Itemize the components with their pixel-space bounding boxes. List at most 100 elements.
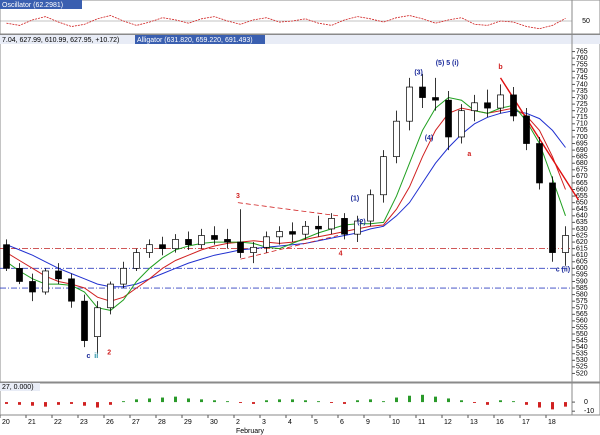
candle-body	[198, 235, 205, 246]
y-tick-label: 710	[576, 121, 588, 128]
candle-body	[497, 94, 504, 109]
candle-body	[16, 267, 23, 282]
x-tick-label: 21	[28, 419, 36, 426]
y-tick-label: 700	[576, 134, 588, 141]
candle-body	[367, 194, 374, 222]
histogram-bar	[395, 397, 398, 403]
histogram-bar	[83, 402, 86, 406]
candle-body	[55, 270, 62, 280]
y-tick-label: 690	[576, 147, 588, 154]
x-tick-label: 28	[158, 419, 166, 426]
candle-body	[133, 252, 140, 269]
candle-body	[120, 267, 127, 285]
y-tick-label: 735	[576, 88, 588, 95]
histogram-bar	[330, 402, 333, 403]
histogram-bar	[486, 402, 489, 405]
y-tick-label: 695	[576, 140, 588, 147]
histogram-bar	[226, 401, 229, 403]
histogram-bar	[31, 402, 34, 406]
histogram-bar	[109, 402, 112, 405]
x-tick-label: 6	[340, 419, 344, 426]
histogram-bar	[317, 401, 320, 403]
candle-body	[302, 225, 309, 235]
y-tick-label: 600	[576, 265, 588, 272]
y-tick-label: 560	[576, 318, 588, 325]
histogram-bar	[122, 401, 125, 403]
wave-label: c	[86, 353, 90, 360]
y-tick-label: 550	[576, 331, 588, 338]
wave-label: 4	[339, 251, 343, 258]
y-tick-label: 575	[576, 298, 588, 305]
y-tick-label: 0	[584, 399, 588, 406]
x-tick-label: 23	[80, 419, 88, 426]
x-tick-label: 22	[54, 419, 62, 426]
y-tick-label: 740	[576, 81, 588, 88]
candle-body	[341, 218, 348, 235]
histogram-panel	[0, 382, 600, 416]
histogram-bar	[447, 398, 450, 403]
oscillator-panel	[0, 0, 600, 35]
histogram-bar	[265, 400, 268, 403]
candle-body	[94, 307, 101, 337]
histogram-bar	[291, 399, 294, 403]
candle-body	[289, 231, 296, 235]
candle-body	[211, 235, 218, 240]
x-tick-label: 3	[262, 419, 266, 426]
wave-label: c (ii)	[556, 266, 570, 273]
histogram-bar	[538, 402, 541, 408]
candle-body	[523, 115, 530, 144]
x-tick-label: 26	[106, 419, 114, 426]
wave-label: a	[467, 151, 471, 158]
wave-label: (3)	[414, 69, 423, 76]
histogram-bar	[18, 402, 21, 405]
candle-body	[276, 231, 283, 238]
y-tick-label: 555	[576, 324, 588, 331]
candle-body	[42, 270, 49, 293]
y-tick-label: 705	[576, 127, 588, 134]
y-tick-label: 530	[576, 357, 588, 364]
y-tick-label: 725	[576, 101, 588, 108]
y-tick-label: 525	[576, 364, 588, 371]
histogram-bar	[213, 400, 216, 403]
histogram-bar	[408, 395, 411, 403]
histogram-bar	[512, 401, 515, 403]
x-tick-label: 13	[470, 419, 478, 426]
x-tick-label: 16	[496, 419, 504, 426]
wave-label: (4)	[425, 135, 434, 142]
y-tick-label: 655	[576, 193, 588, 200]
histogram-bar	[96, 402, 99, 408]
histogram-bar	[278, 399, 281, 403]
histogram-bar	[70, 402, 73, 404]
histogram-bar	[382, 401, 385, 403]
candle-body	[471, 102, 478, 112]
y-tick-label: 545	[576, 337, 588, 344]
y-tick-label: 580	[576, 291, 588, 298]
y-tick-label: 665	[576, 180, 588, 187]
candle-body	[81, 300, 88, 341]
candle-body	[237, 241, 244, 253]
histogram-bar	[473, 402, 476, 403]
y-tick-label: -10	[584, 408, 594, 415]
y-tick-label: 570	[576, 305, 588, 312]
histogram-bar	[564, 402, 567, 407]
histogram-bar	[551, 402, 554, 410]
candle-body	[224, 239, 231, 243]
histogram-bar	[252, 402, 255, 404]
candle-body	[315, 225, 322, 230]
histogram-bar	[135, 399, 138, 403]
candle-body	[562, 235, 569, 253]
y-tick-label: 675	[576, 167, 588, 174]
wave-label: 2	[107, 349, 111, 356]
wave-label: b	[498, 64, 502, 71]
histogram-bar	[421, 394, 424, 403]
wave-label: ii	[94, 353, 98, 360]
histogram-bar	[148, 398, 151, 403]
y-tick-label: 585	[576, 285, 588, 292]
y-tick-label: 750	[576, 68, 588, 75]
y-tick-label: 590	[576, 278, 588, 285]
y-tick-label: 745	[576, 75, 588, 82]
histogram-bar	[369, 399, 372, 403]
candle-body	[185, 239, 192, 246]
candle-body	[432, 97, 439, 101]
x-tick-label: 27	[132, 419, 140, 426]
